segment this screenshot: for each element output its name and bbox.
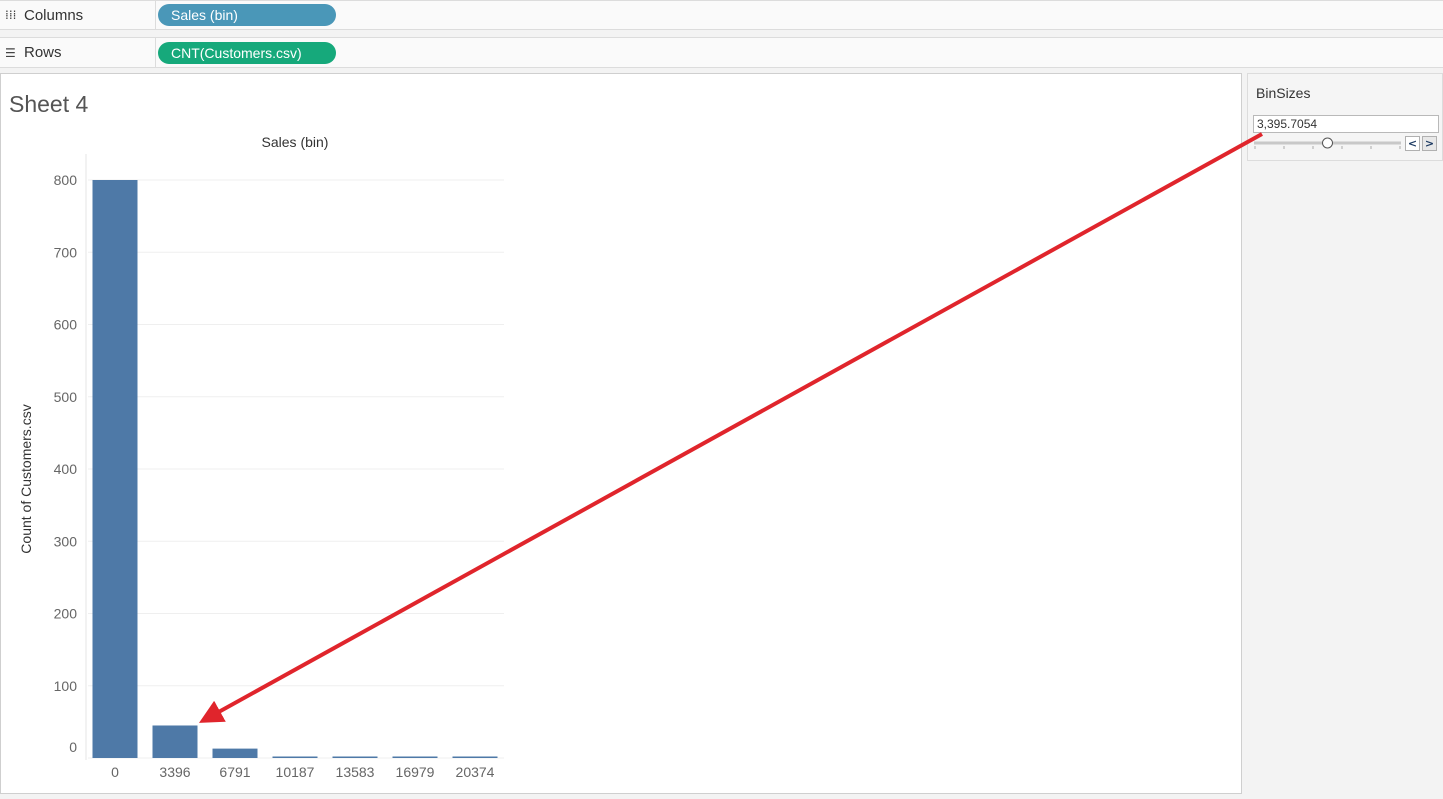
x-tick-label: 3396 (159, 764, 190, 780)
rows-shelf-label: ☰ Rows (0, 38, 156, 67)
parameter-value-input[interactable] (1253, 115, 1439, 133)
columns-icon: ⁞⁞⁞ (5, 8, 17, 22)
bar-3396 (152, 725, 198, 758)
y-tick-label: 500 (54, 389, 78, 405)
x-tick-label: 10187 (276, 764, 315, 780)
rows-label: Rows (24, 44, 62, 61)
step-next-button[interactable]: > (1422, 136, 1437, 151)
y-tick-label: 400 (54, 461, 78, 477)
bar-20374 (452, 756, 498, 758)
columns-label: Columns (24, 6, 84, 24)
y-axis-label: Count of Customers.csv (18, 404, 34, 553)
columns-shelf-label: ⁞⁞⁞ Columns (0, 1, 156, 29)
sales-bin-pill[interactable]: Sales (bin) (158, 4, 336, 26)
bar-0 (92, 180, 138, 758)
x-tick-label: 16979 (396, 764, 435, 780)
x-tick-label: 20374 (456, 764, 495, 780)
sheet-title: Sheet 4 (9, 91, 89, 117)
y-tick-label: 800 (54, 172, 78, 188)
y-tick-label: 300 (54, 533, 78, 549)
bar-16979 (392, 756, 438, 758)
y-tick-label: 700 (54, 244, 78, 260)
parameter-title: BinSizes (1256, 85, 1311, 101)
x-tick-label: 6791 (219, 764, 250, 780)
binsizes-parameter-control: BinSizes < > (1247, 73, 1443, 161)
side-panel-background (1247, 161, 1443, 794)
bar-10187 (272, 756, 318, 758)
x-tick-label: 13583 (336, 764, 375, 780)
columns-shelf[interactable]: ⁞⁞⁞ Columns Sales (bin) (0, 0, 1443, 30)
cnt-customers-pill[interactable]: CNT(Customers.csv) (158, 42, 336, 64)
bar-chart: 0 100 200 300 400 500 600 700 800 Sales (bin) Coun… (18, 134, 504, 780)
x-tick-label: 0 (111, 764, 119, 780)
rows-icon: ☰ (5, 45, 16, 60)
worksheet-view: Sheet 4 0 100 200 300 400 500 600 700 800 Sales (… (0, 73, 1242, 794)
parameter-slider[interactable] (1253, 136, 1403, 152)
y-tick-label: 0 (69, 739, 77, 755)
y-tick-label: 600 (54, 317, 78, 333)
y-tick-label: 100 (54, 678, 78, 694)
rows-shelf[interactable]: ☰ Rows CNT(Customers.csv) (0, 37, 1443, 68)
y-tick-label: 200 (54, 606, 78, 622)
slider-thumb[interactable] (1322, 137, 1333, 149)
chart-title: Sales (bin) (262, 134, 329, 150)
bar-6791 (212, 748, 258, 758)
step-previous-button[interactable]: < (1405, 136, 1420, 151)
bar-13583 (332, 756, 378, 758)
